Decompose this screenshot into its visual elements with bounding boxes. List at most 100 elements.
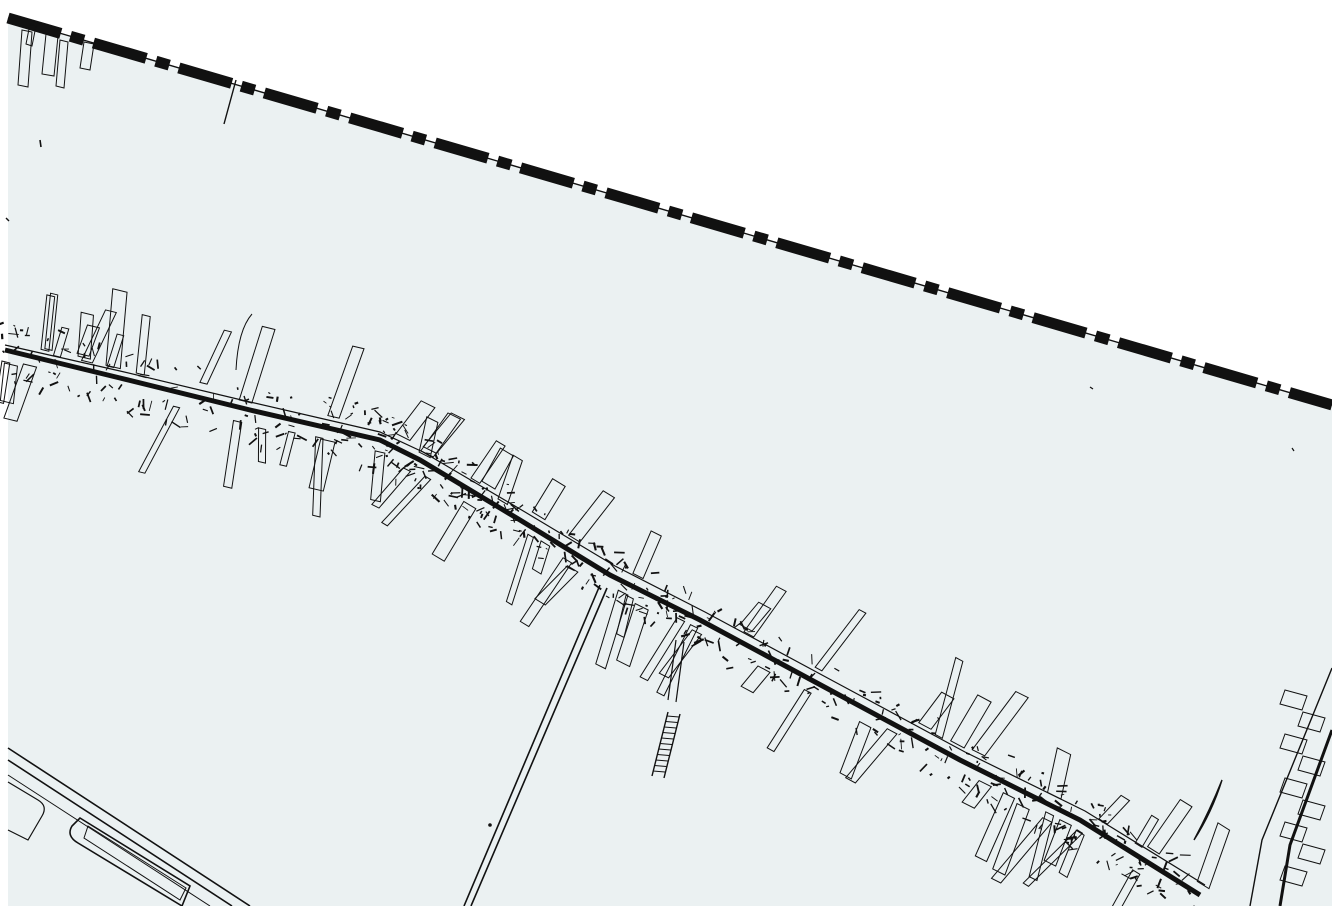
- clutter-mark: [1073, 835, 1078, 841]
- clutter-mark: [185, 415, 189, 424]
- clutter-mark: [1007, 754, 1016, 759]
- right-building-outlines: [1279, 689, 1326, 887]
- clutter-mark: [602, 567, 611, 577]
- right-road-line-b: [1278, 729, 1332, 906]
- clutter-mark: [967, 777, 971, 782]
- clutter-mark: [1168, 856, 1179, 863]
- clutter-mark: [489, 528, 497, 533]
- clutter-mark: [615, 558, 624, 566]
- clutter-mark: [713, 610, 717, 614]
- clutter-mark: [1003, 807, 1008, 811]
- clutter-mark: [253, 432, 258, 437]
- parcel-outline-3: [83, 825, 187, 901]
- building-outline: [380, 475, 432, 527]
- clutter-mark: [592, 542, 597, 551]
- building-outline: [1134, 814, 1160, 849]
- clutter-mark: [492, 500, 500, 510]
- leaf-shaped-pond: [1193, 779, 1223, 841]
- clutter-mark: [13, 381, 16, 385]
- clutter-mark: [549, 541, 556, 548]
- clutter-mark: [28, 350, 34, 358]
- building-outline: [257, 427, 267, 464]
- clutter-mark: [620, 583, 628, 591]
- clutter-mark: [774, 659, 780, 662]
- clutter-mark: [940, 758, 943, 762]
- clutter-mark: [439, 484, 444, 489]
- clutter-mark: [137, 400, 141, 408]
- hatch-line: [665, 721, 678, 723]
- building-outline: [431, 500, 477, 562]
- clutter-mark: [732, 618, 737, 627]
- clutter-mark: [747, 657, 752, 661]
- clutter-mark: [268, 392, 271, 395]
- clutter-mark: [171, 421, 181, 429]
- clutter-mark: [1064, 841, 1070, 844]
- clutter-mark: [580, 586, 585, 590]
- straight-side-road: [463, 584, 608, 906]
- clutter-mark: [1008, 784, 1017, 790]
- clutter-mark: [510, 503, 520, 512]
- clutter-mark: [1074, 800, 1079, 805]
- building-outline: [974, 792, 1016, 863]
- building-outline: [839, 720, 872, 780]
- clutter-mark: [971, 746, 975, 750]
- clutter-mark: [476, 506, 485, 512]
- hatch-line: [663, 713, 681, 779]
- clutter-mark: [384, 449, 388, 452]
- point-marker: [488, 823, 492, 827]
- clutter-mark: [1175, 882, 1183, 885]
- clutter-mark: [23, 379, 33, 383]
- clutter-mark: [13, 324, 16, 327]
- clutter-mark: [1015, 768, 1018, 778]
- land-area: [8, 18, 1332, 906]
- clutter-mark: [976, 746, 979, 752]
- clutter-mark: [367, 465, 377, 469]
- clutter-mark: [437, 451, 439, 455]
- clutter-mark: [7, 350, 14, 355]
- clutter-mark: [244, 414, 249, 418]
- clutter-mark: [875, 700, 881, 704]
- clutter-mark: [334, 427, 340, 434]
- building-outline: [0, 362, 19, 405]
- clutter-mark: [404, 429, 409, 439]
- clutter-mark: [693, 638, 705, 645]
- clutter-mark: [424, 438, 434, 443]
- clutter-mark: [717, 640, 722, 652]
- clutter-mark: [1022, 817, 1032, 822]
- building-outline: [0, 360, 11, 404]
- administrative-boundary: [6, 12, 1332, 411]
- clutter-mark: [1098, 832, 1109, 840]
- clutter-mark: [513, 537, 520, 546]
- clutter-mark: [284, 432, 288, 435]
- clutter-mark: [25, 373, 30, 379]
- clutter-mark: [829, 692, 834, 696]
- clutter-mark: [1144, 862, 1148, 866]
- clutter-mark: [209, 406, 215, 415]
- building-outline: [814, 608, 867, 672]
- clutter-mark: [1031, 798, 1043, 802]
- building-outline: [199, 329, 233, 385]
- boundary-dash-segments: [6, 12, 1332, 411]
- clutter-mark: [462, 505, 469, 511]
- hatch-line: [666, 715, 680, 718]
- clutter-mark: [467, 515, 471, 519]
- clutter-mark: [382, 419, 389, 424]
- clutter-mark: [437, 458, 443, 467]
- clutter-mark: [1017, 797, 1025, 808]
- clutter-mark: [1061, 826, 1067, 830]
- clutter-mark: [476, 521, 482, 528]
- clutter-mark: [649, 621, 656, 628]
- clutter-mark: [402, 424, 409, 434]
- clutter-mark: [108, 384, 114, 389]
- clutter-mark: [91, 347, 95, 357]
- clutter-mark: [1156, 878, 1162, 889]
- lower-road-line-c: [7, 774, 211, 906]
- clutter-mark: [113, 397, 118, 402]
- building-outline: [971, 690, 1029, 757]
- clutter-mark: [391, 461, 401, 470]
- clutter-mark: [2, 350, 5, 354]
- clutter-mark: [721, 655, 729, 662]
- building-outline: [308, 438, 336, 492]
